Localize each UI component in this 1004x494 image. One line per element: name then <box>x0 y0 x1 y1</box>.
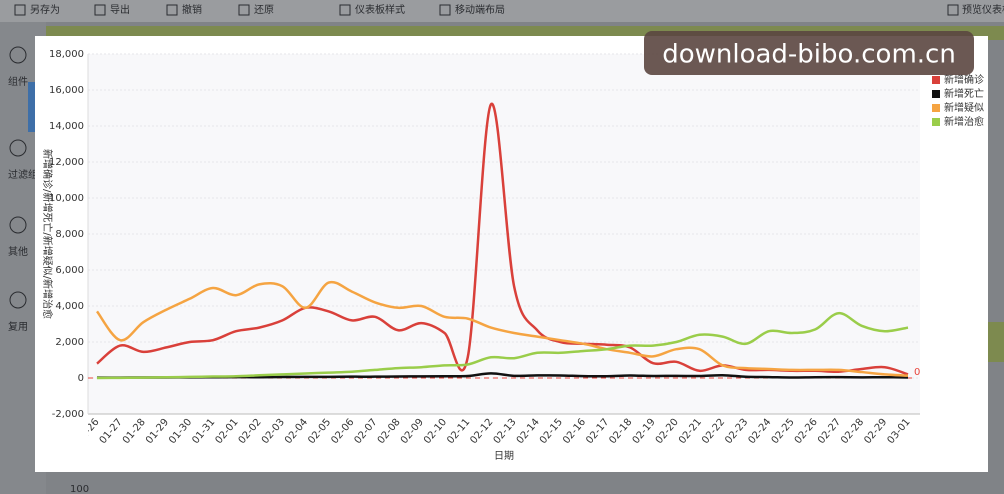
series-line <box>95 280 909 377</box>
y-tick-label: 2,000 <box>55 337 84 348</box>
sidebar-icon <box>9 139 27 157</box>
sidebar-item: 复用 <box>8 320 28 333</box>
legend-swatch <box>932 104 940 112</box>
legend-label: 新增疑似 <box>944 101 984 114</box>
y-tick-label: 14,000 <box>49 121 84 132</box>
toolbar-icon <box>238 4 250 16</box>
toolbar-button: 撤销 <box>182 3 202 16</box>
toolbar-icon <box>339 4 351 16</box>
toolbar-icon <box>14 4 26 16</box>
watermark: download-bibo.com.cn <box>662 40 956 70</box>
side-strip <box>988 322 1004 362</box>
watermark-bg <box>644 31 974 75</box>
legend-swatch <box>932 118 940 126</box>
legend-label: 新增治愈 <box>944 115 984 128</box>
toolbar-button: 导出 <box>110 3 130 16</box>
toolbar-button: 移动端布局 <box>455 3 505 16</box>
y-tick-label: 0 <box>78 373 84 384</box>
legend-swatch <box>932 76 940 84</box>
x-axis-title: 日期 <box>494 450 514 462</box>
y-tick-label: 10,000 <box>49 193 84 204</box>
toolbar: 另存为 导出 撤销 还原 仪表板样式 移动端布局 预览仪表板 <box>14 3 1004 16</box>
sidebar-icon <box>9 216 27 234</box>
y-tick-label: -2,000 <box>52 409 84 420</box>
toolbar-icon <box>166 4 178 16</box>
toolbar-icon <box>94 4 106 16</box>
series-line <box>96 311 909 380</box>
toolbar-button: 另存为 <box>30 3 60 16</box>
sidebar-icon <box>9 46 27 64</box>
toolbar-button: 预览仪表板 <box>962 3 1004 16</box>
sidebar-item: 其他 <box>8 245 28 258</box>
legend-label: 新增确诊 <box>944 73 984 86</box>
y-tick-label: 4,000 <box>55 301 84 312</box>
toolbar-button: 仪表板样式 <box>355 3 405 16</box>
y-axis-title: 新增确诊/新增死亡/新增疑似/新增治愈 <box>41 149 54 319</box>
y-tick-label: 12,000 <box>49 157 84 168</box>
y-tick-label: 8,000 <box>55 229 84 240</box>
toolbar-bg <box>0 0 1004 22</box>
reference-label: 0 <box>914 367 920 378</box>
legend-label: 新增死亡 <box>944 87 984 100</box>
legend-swatch <box>932 90 940 98</box>
sidebar-item: 组件 <box>8 75 28 88</box>
active-tab <box>28 82 36 132</box>
toolbar-button: 还原 <box>254 4 274 16</box>
toolbar-icon <box>439 4 451 16</box>
y-tick-label: 18,000 <box>49 49 84 60</box>
y-tick-label: 16,000 <box>49 85 84 96</box>
sidebar-icon <box>9 291 27 309</box>
y-tick-label: 6,000 <box>55 265 84 276</box>
bg-label: 100 <box>70 484 89 494</box>
toolbar-icon <box>947 4 959 16</box>
